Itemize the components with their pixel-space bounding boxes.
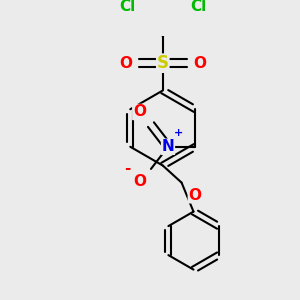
Text: O: O	[133, 104, 146, 119]
Text: N: N	[162, 139, 174, 154]
Text: Cl: Cl	[190, 0, 206, 14]
Text: Cl: Cl	[119, 0, 136, 14]
Text: O: O	[188, 188, 201, 203]
Text: -: -	[124, 161, 130, 176]
Text: +: +	[174, 128, 183, 138]
Text: S: S	[157, 54, 169, 72]
Text: O: O	[194, 56, 206, 71]
Text: O: O	[133, 174, 146, 189]
Text: O: O	[119, 56, 132, 71]
